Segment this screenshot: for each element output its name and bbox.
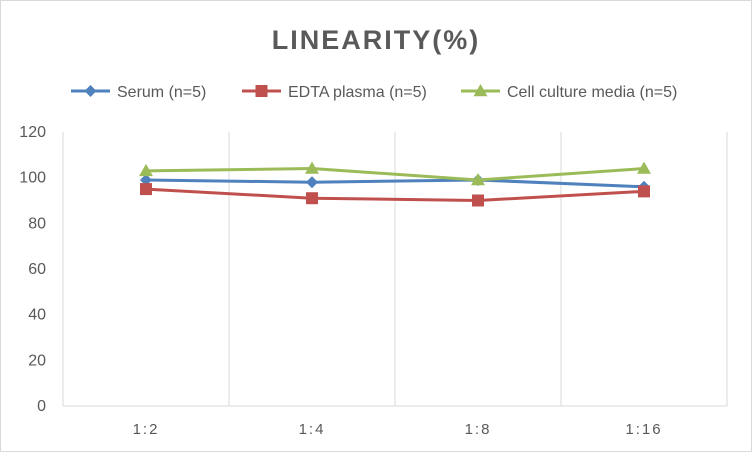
plot-grid	[62, 132, 728, 407]
data-point-edta-plasma	[472, 194, 484, 207]
data-point-serum	[140, 173, 152, 186]
data-point-edta-plasma	[140, 183, 152, 196]
x-tick-label: 1:4	[299, 421, 326, 438]
legend-marker	[84, 85, 97, 97]
data-point-edta-plasma	[306, 192, 318, 205]
y-tick-label: 100	[19, 170, 46, 187]
series-2	[140, 183, 650, 207]
series-line	[145, 178, 645, 189]
data-point-serum	[306, 176, 318, 189]
y-tick-label: 60	[28, 261, 46, 278]
data-point-cell-culture-media	[305, 161, 319, 174]
data-point-cell-culture-media	[139, 163, 153, 177]
legend-label: Cell culture media (n=5)	[507, 84, 677, 101]
series-layer	[139, 161, 651, 207]
x-axis: 1:2 1:4 1:8 1:16	[133, 421, 662, 438]
legend-marker	[255, 85, 268, 97]
legend-label: Serum (n=5)	[117, 84, 206, 101]
legend: Serum (n=5) EDTA plasma (n=5) Cell culture…	[71, 84, 677, 101]
y-tick-label: 40	[28, 307, 46, 324]
series-line	[145, 167, 645, 182]
y-tick-label: 80	[28, 215, 46, 232]
x-tick-label: 1:8	[465, 421, 492, 438]
y-tick-label: 120	[19, 124, 46, 141]
y-tick-label: 20	[28, 352, 46, 369]
y-axis: 0 20 40 60 80 100 120	[19, 124, 46, 415]
series-3	[139, 161, 651, 186]
data-point-edta-plasma	[638, 185, 650, 198]
chart-title: LINEARITY(%)	[272, 25, 481, 55]
legend-item: Serum (n=5)	[71, 84, 206, 101]
x-tick-label: 1:2	[133, 421, 160, 438]
series-line	[145, 187, 645, 202]
x-tick-label: 1:16	[625, 421, 662, 438]
legend-label: EDTA plasma (n=5)	[288, 84, 427, 101]
data-point-cell-culture-media	[637, 161, 651, 174]
legend-item: Cell culture media (n=5)	[461, 84, 677, 101]
data-point-cell-culture-media	[471, 172, 485, 186]
legend-item: EDTA plasma (n=5)	[242, 84, 427, 101]
legend-marker	[473, 84, 488, 97]
y-tick-label: 0	[37, 398, 46, 415]
